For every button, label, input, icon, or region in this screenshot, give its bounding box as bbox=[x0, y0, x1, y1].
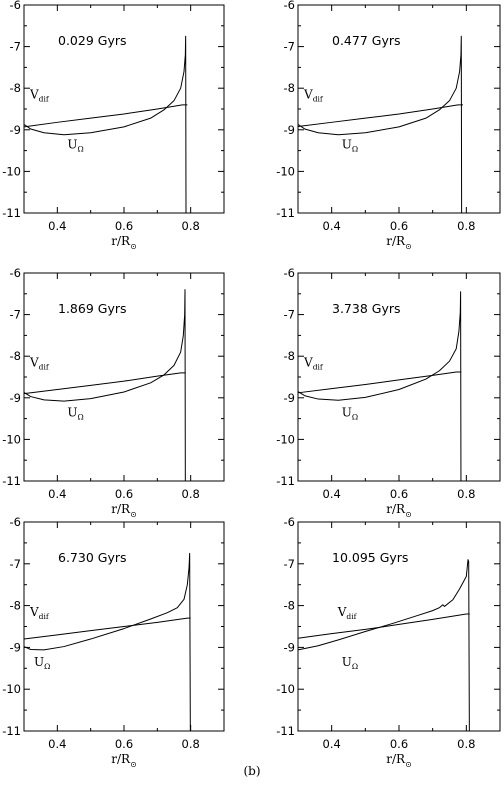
x-tick-label: 0.6 bbox=[390, 737, 408, 751]
y-tick-label: -10 bbox=[276, 164, 295, 178]
series-line-u-omega bbox=[23, 35, 187, 214]
x-axis-label: r/R⊙ bbox=[111, 234, 137, 251]
y-tick-label: -9 bbox=[10, 123, 21, 137]
x-tick-label: 0.4 bbox=[48, 487, 66, 501]
annotation-u-omega: UΩ bbox=[34, 655, 50, 671]
figure-caption: (b) bbox=[243, 764, 261, 778]
annotation-u-omega: UΩ bbox=[67, 406, 83, 422]
x-axis-label: r/R⊙ bbox=[386, 502, 412, 519]
series-line-u-omega bbox=[297, 291, 462, 482]
y-tick-label: -7 bbox=[10, 308, 21, 322]
annotation-u-omega: UΩ bbox=[67, 138, 83, 154]
chart-panel: 0.4 0.6 0.8 -6 -7 -8 -9 -10 -11 r/R⊙ 6.730 Gyrs Vdi… bbox=[2, 515, 225, 769]
series-line-v-dif bbox=[297, 613, 470, 639]
y-tick-label: -7 bbox=[284, 40, 295, 54]
y-tick-label: -9 bbox=[284, 391, 295, 405]
x-tick-label: 0.4 bbox=[48, 737, 66, 751]
series-line-v-dif bbox=[297, 371, 462, 394]
y-tick-label: -9 bbox=[10, 391, 21, 405]
y-tick-label: -6 bbox=[284, 0, 295, 12]
y-tick-label: -10 bbox=[2, 432, 21, 446]
y-tick-label: -11 bbox=[2, 206, 21, 220]
y-tick-label: -10 bbox=[2, 682, 21, 696]
annotation-u-omega: UΩ bbox=[342, 406, 358, 422]
series-line-u-omega bbox=[297, 35, 463, 214]
series-line-v-dif bbox=[23, 617, 191, 640]
y-tick-label: -8 bbox=[10, 349, 21, 363]
y-tick-label: -8 bbox=[284, 81, 295, 95]
y-tick-label: -10 bbox=[2, 164, 21, 178]
y-tick-label: -10 bbox=[276, 682, 295, 696]
y-tick-label: -9 bbox=[284, 640, 295, 654]
panel-age-label: 10.095 Gyrs bbox=[332, 550, 408, 565]
annotation-v-dif: Vdif bbox=[303, 88, 324, 104]
x-tick-label: 0.8 bbox=[182, 487, 200, 501]
y-tick-label: -8 bbox=[10, 599, 21, 613]
panel-age-label: 1.869 Gyrs bbox=[58, 301, 127, 316]
y-tick-label: -6 bbox=[284, 515, 295, 529]
panel-age-label: 0.477 Gyrs bbox=[332, 33, 401, 48]
series-line-v-dif bbox=[297, 104, 463, 127]
y-tick-label: -7 bbox=[10, 40, 21, 54]
y-tick-label: -9 bbox=[284, 123, 295, 137]
x-tick-label: 0.4 bbox=[323, 219, 341, 233]
chart-panel: 0.4 0.6 0.8 -6 -7 -8 -9 -10 -11 r/R⊙ 3.738 Gyrs Vdi… bbox=[276, 266, 501, 519]
y-tick-label: -6 bbox=[10, 266, 21, 280]
chart-panel: 0.4 0.6 0.8 -6 -7 -8 -9 -10 -11 r/R⊙ 10.095 Gyrs Vd… bbox=[276, 515, 501, 769]
annotation-v-dif: Vdif bbox=[29, 88, 50, 104]
y-tick-label: -10 bbox=[276, 432, 295, 446]
x-axis-label: r/R⊙ bbox=[111, 752, 137, 769]
x-tick-label: 0.6 bbox=[115, 737, 133, 751]
annotation-u-omega: UΩ bbox=[342, 138, 358, 154]
x-tick-label: 0.4 bbox=[48, 219, 66, 233]
x-axis-label: r/R⊙ bbox=[386, 234, 412, 251]
annotation-v-dif: Vdif bbox=[29, 605, 50, 621]
x-tick-label: 0.6 bbox=[115, 487, 133, 501]
series-line-u-omega bbox=[297, 559, 470, 732]
x-tick-label: 0.8 bbox=[457, 487, 475, 501]
annotation-u-omega: UΩ bbox=[342, 655, 358, 671]
y-tick-label: -6 bbox=[284, 266, 295, 280]
y-tick-label: -8 bbox=[10, 81, 21, 95]
series-line-u-omega bbox=[23, 289, 186, 482]
y-tick-label: -7 bbox=[284, 557, 295, 571]
series-line-v-dif bbox=[23, 372, 186, 395]
panel-age-label: 3.738 Gyrs bbox=[332, 301, 401, 316]
y-tick-label: -6 bbox=[10, 0, 21, 12]
x-tick-label: 0.8 bbox=[457, 737, 475, 751]
y-tick-label: -11 bbox=[276, 724, 295, 738]
y-tick-label: -8 bbox=[284, 349, 295, 363]
x-tick-label: 0.8 bbox=[182, 737, 200, 751]
y-tick-label: -11 bbox=[276, 206, 295, 220]
x-axis-label: r/R⊙ bbox=[386, 752, 412, 769]
x-axis-label: r/R⊙ bbox=[111, 502, 137, 519]
y-tick-label: -11 bbox=[2, 474, 21, 488]
y-tick-label: -7 bbox=[10, 557, 21, 571]
panel-age-label: 6.730 Gyrs bbox=[58, 550, 127, 565]
x-tick-label: 0.6 bbox=[390, 219, 408, 233]
y-tick-label: -11 bbox=[276, 474, 295, 488]
x-tick-label: 0.8 bbox=[457, 219, 475, 233]
x-tick-label: 0.6 bbox=[390, 487, 408, 501]
panel-age-label: 0.029 Gyrs bbox=[58, 33, 127, 48]
x-tick-label: 0.6 bbox=[115, 219, 133, 233]
chart-panel: 0.4 0.6 0.8 -6 -7 -8 -9 -10 -11 r/R⊙ 0.477 Gyrs Vdi… bbox=[276, 0, 501, 251]
y-tick-label: -11 bbox=[2, 724, 21, 738]
chart-panel: 0.4 0.6 0.8 -6 -7 -8 -9 -10 -11 r/R⊙ 0.029 Gyrs Vdi… bbox=[2, 0, 225, 251]
y-tick-label: -8 bbox=[284, 599, 295, 613]
x-tick-label: 0.4 bbox=[323, 487, 341, 501]
chart-panel: 0.4 0.6 0.8 -6 -7 -8 -9 -10 -11 r/R⊙ 1.869 Gyrs Vdi… bbox=[2, 266, 225, 519]
annotation-v-dif: Vdif bbox=[337, 605, 358, 621]
y-tick-label: -9 bbox=[10, 640, 21, 654]
series-line-u-omega bbox=[23, 552, 191, 732]
x-tick-label: 0.4 bbox=[323, 737, 341, 751]
annotation-v-dif: Vdif bbox=[29, 356, 50, 372]
annotation-v-dif: Vdif bbox=[303, 356, 324, 372]
x-tick-label: 0.8 bbox=[182, 219, 200, 233]
y-tick-label: -6 bbox=[10, 515, 21, 529]
y-tick-label: -7 bbox=[284, 308, 295, 322]
series-line-v-dif bbox=[23, 104, 188, 128]
